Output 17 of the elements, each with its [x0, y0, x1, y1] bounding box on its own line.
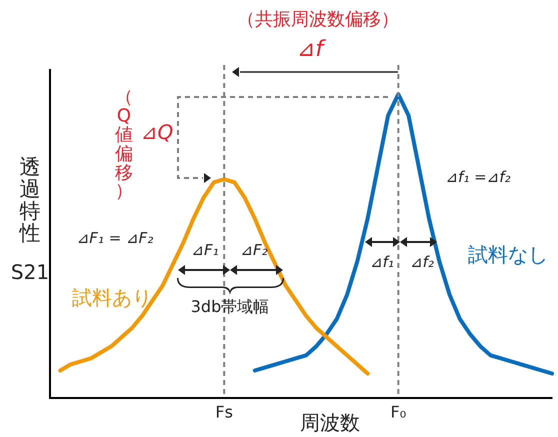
series-label: 試料あり — [72, 284, 152, 312]
text: （共振周波数偏移） — [237, 9, 399, 30]
annotation: ⊿Q — [140, 120, 174, 144]
annotation: ⊿f₂ — [410, 252, 434, 271]
text: ⊿f — [296, 36, 324, 62]
annotation: ⊿F₁ = ⊿F₂ — [76, 228, 154, 247]
annotation: ⊿F₂ — [240, 240, 268, 259]
annotation: ⊿f₁ — [370, 252, 394, 271]
x-tick-label: Fs — [215, 402, 233, 422]
annotation: （Q値偏移） — [115, 86, 133, 202]
x-tick-label: F₀ — [390, 402, 406, 422]
y-axis-title: 透過特性 S21 — [10, 154, 50, 284]
annotation: ⊿F₁ — [191, 240, 219, 259]
x-axis-title: 周波数 — [300, 410, 360, 436]
annotation: 3db帯域幅 — [190, 297, 270, 316]
series-label: 試料なし — [468, 242, 548, 268]
annotation: ⊿f₁ =⊿f₂ — [445, 168, 511, 186]
